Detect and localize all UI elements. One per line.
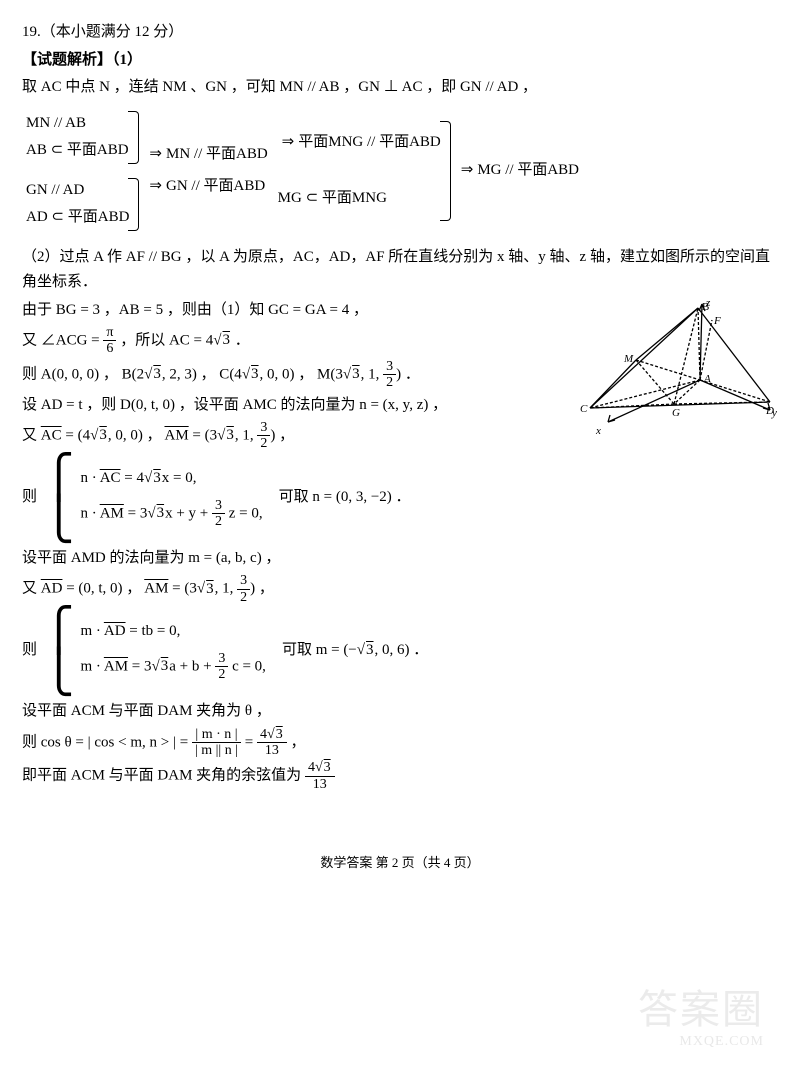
svg-text:M: M xyxy=(623,353,634,365)
watermark: 答案圈 MXQE.COM xyxy=(638,990,764,1054)
p4-line1: 设平面 AMD 的法向量为 m = (a, b, c) ， xyxy=(22,546,778,572)
p5-line3: 即平面 ACM 与平面 DAM 夹角的余弦值为 4√313 xyxy=(22,760,778,792)
logic-extra: MG ⊂ 平面MNG xyxy=(278,186,441,212)
logic-res-b: GN // 平面ABD xyxy=(166,174,265,200)
svg-text:z: z xyxy=(705,298,711,309)
svg-text:C: C xyxy=(580,403,588,415)
p2-line1: （2）过点 A 作 AF // BG ，以 A 为原点，AC，AD，AF 所在直… xyxy=(22,245,778,296)
left-brace-icon: ⎧⎩ xyxy=(43,456,75,540)
svg-text:F: F xyxy=(713,315,721,327)
svg-text:x: x xyxy=(595,425,601,437)
svg-text:G: G xyxy=(672,407,680,419)
p5-line2: 则 cos θ = | cos < m, n > | = | m · n || … xyxy=(22,727,778,759)
arrow-icon: ⇒ xyxy=(145,142,166,168)
geometry-diagram: ABCDGMFzxy xyxy=(578,298,778,438)
logic-b2: AD ⊂ 平面ABD xyxy=(26,205,129,231)
arrow-icon: ⇒ xyxy=(278,130,299,156)
p5-line1: 设平面 ACM 与平面 DAM 夹角为 θ ， xyxy=(22,699,778,725)
arrow-icon: ⇒ xyxy=(457,158,478,184)
logic-mid-brace: ⇒平面MNG // 平面ABD MG ⊂ 平面MNG xyxy=(274,117,451,225)
logic-res-c: 平面MNG // 平面ABD xyxy=(298,130,441,156)
equation-system-2: 则 ⎧⎩ m · AD = tb = 0, m · AM = 3√3a + b … xyxy=(22,609,778,693)
p1-intro: 取 AC 中点 N ，连结 NM 、GN ，可知 MN // AB ，GN ⊥ … xyxy=(22,75,778,101)
svg-text:A: A xyxy=(703,373,711,385)
svg-text:y: y xyxy=(771,407,777,419)
logic-a1: MN // AB xyxy=(26,111,129,137)
page-footer: 数学答案 第 2 页（共 4 页） xyxy=(22,852,778,874)
logic-final: MG // 平面ABD xyxy=(477,158,579,184)
logic-b1: GN // AD xyxy=(26,178,129,204)
logic-a2: AB ⊂ 平面ABD xyxy=(26,138,129,164)
vector-ad: AD xyxy=(41,581,63,597)
p4-line2: 又 AD = (0, t, 0) ， AM = (3√3, 1, 32) ， xyxy=(22,573,778,605)
logic-res-a: MN // 平面ABD xyxy=(166,142,268,168)
arrow-icon: ⇒ xyxy=(145,174,166,200)
vector-ac: AC xyxy=(41,427,62,443)
logic-pair-a: MN // AB AB ⊂ 平面ABD xyxy=(22,107,139,168)
equation-system-1: 则 ⎧⎩ n · AC = 4√3x = 0, n · AM = 3√3x + … xyxy=(22,456,778,540)
question-number: 19.（本小题满分 12 分） xyxy=(22,20,778,46)
analysis-label: 【试题解析】（1） xyxy=(22,48,778,74)
vector-am: AM xyxy=(164,427,188,443)
logic-pair-b: GN // AD AD ⊂ 平面ABD xyxy=(22,174,139,235)
left-brace-icon: ⎧⎩ xyxy=(43,609,75,693)
logic-implication-block: MN // AB AB ⊂ 平面ABD GN // AD AD ⊂ 平面ABD … xyxy=(22,107,778,235)
